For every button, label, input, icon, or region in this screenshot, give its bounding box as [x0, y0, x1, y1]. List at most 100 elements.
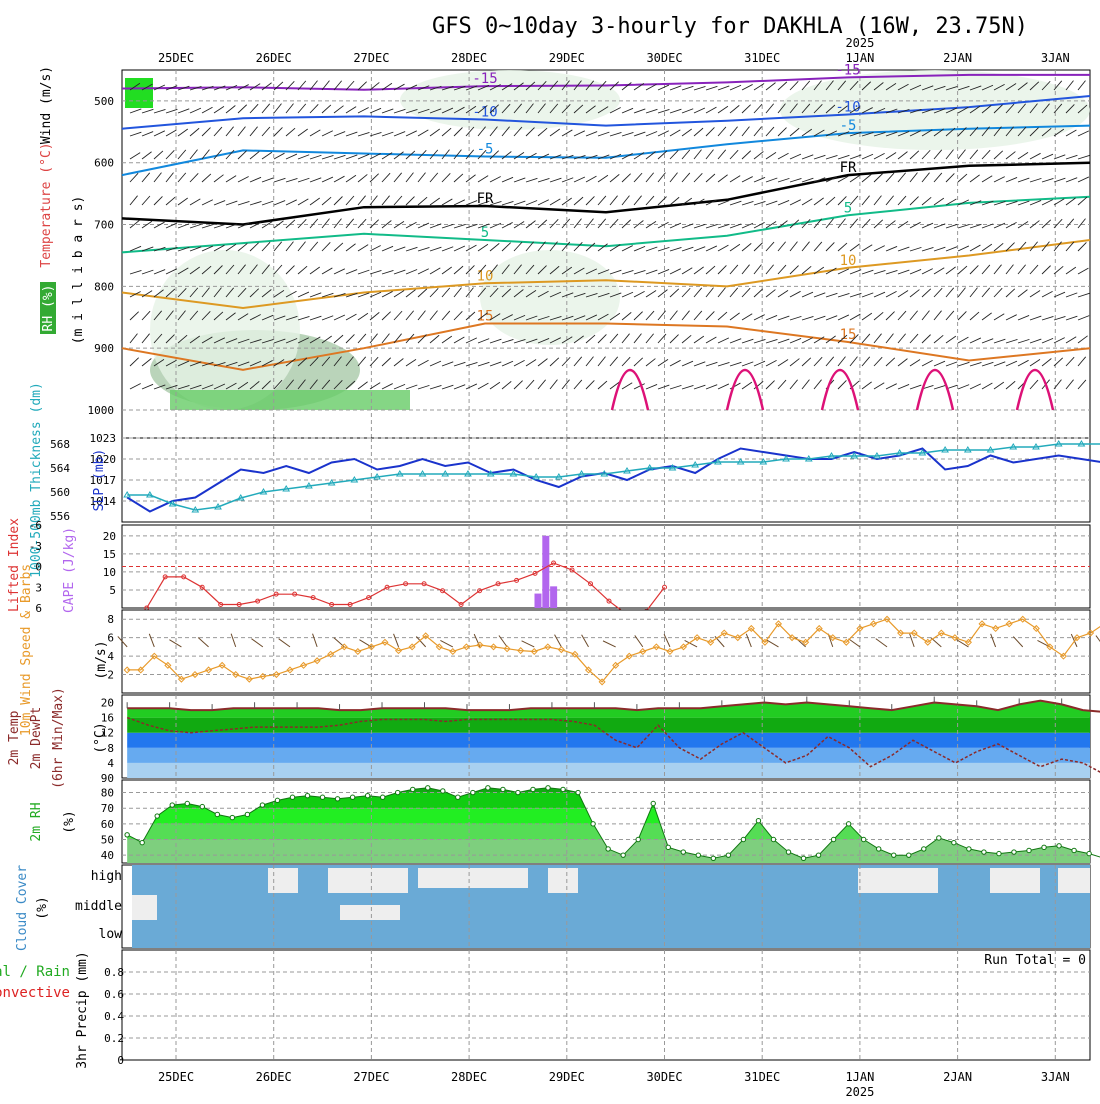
wind-marker	[503, 645, 511, 653]
temp-tick: 16	[101, 712, 114, 725]
wind-barb	[429, 310, 438, 321]
wind-barb	[141, 195, 151, 206]
wind-barb	[897, 108, 910, 114]
wind-barb	[273, 241, 283, 252]
wind-barb	[789, 379, 798, 390]
wind-barb	[537, 80, 547, 91]
wind-barb	[453, 127, 463, 137]
cape-tick: 20	[103, 530, 116, 543]
wind-barb	[741, 104, 751, 114]
wind-barb	[573, 315, 586, 321]
wind-barb	[621, 195, 630, 206]
wind-barb	[681, 267, 693, 275]
wind-barb	[933, 172, 943, 183]
wind-barb	[657, 310, 666, 321]
wind-barb	[609, 381, 620, 390]
wind-barb	[249, 176, 262, 183]
wind-barb	[297, 291, 310, 298]
rh-legend-swatch	[40, 282, 56, 334]
cloud-gap	[548, 868, 578, 893]
wind-barb	[717, 200, 730, 206]
wind-barb	[909, 109, 922, 114]
slp-tick: 1020	[90, 453, 117, 466]
wind-barb	[177, 310, 186, 321]
wind-barb	[669, 268, 681, 275]
temp-tick: 12	[101, 727, 114, 740]
wind-barb	[1053, 198, 1065, 206]
wind-barb	[453, 336, 465, 344]
wind-barb	[201, 85, 214, 91]
wind-marker	[137, 666, 145, 674]
wind-barb	[1077, 130, 1090, 137]
wind-barb	[201, 336, 213, 344]
wind-barb	[129, 291, 141, 298]
wind-barb	[1005, 177, 1018, 183]
rh-marker	[1011, 849, 1017, 855]
wind-barb	[909, 172, 918, 183]
wind-barb	[501, 360, 514, 367]
ylabel-cape: CAPE (J/kg)	[62, 527, 77, 613]
wind-barb	[585, 175, 597, 183]
wind-barb	[309, 129, 321, 137]
wind-barb	[429, 128, 441, 137]
rh-marker	[425, 785, 431, 791]
wind-barb	[849, 218, 859, 229]
wind-barb	[321, 379, 331, 390]
wind-barb	[261, 264, 270, 275]
wind-barb	[321, 267, 333, 275]
wind-barb	[1029, 359, 1041, 367]
wind-barb	[297, 357, 308, 367]
wind-barb	[585, 218, 594, 229]
thickness-marker	[350, 476, 359, 483]
wind-barb	[873, 333, 882, 344]
wind-barb	[633, 152, 645, 160]
wind-barb	[537, 315, 550, 321]
wind-barb	[501, 83, 513, 91]
wind-barb	[645, 108, 658, 114]
rh-marker	[500, 786, 506, 793]
wind-barb	[513, 314, 526, 321]
wind-barb	[873, 291, 886, 298]
wind-barb	[201, 245, 214, 252]
thickness-marker	[1009, 443, 1018, 450]
wind-marker	[164, 661, 172, 669]
wind-barb	[285, 265, 295, 275]
wind-barb	[609, 174, 620, 183]
lifted-marker	[662, 584, 667, 590]
wind-barb	[525, 152, 537, 160]
wind-barb	[789, 241, 798, 252]
wind-barb	[309, 356, 319, 367]
wind-barb	[969, 265, 979, 275]
lifted-tick: 6	[35, 602, 42, 615]
wind-marker	[883, 615, 891, 623]
wind-barb	[1065, 356, 1075, 367]
wind-barb	[681, 287, 691, 298]
wind-barb	[369, 173, 379, 183]
thickness-marker	[714, 458, 722, 465]
wind-barb	[285, 338, 298, 344]
wind-barb	[993, 361, 1006, 367]
wind-barb	[321, 104, 332, 114]
wind-barb	[1005, 221, 1017, 229]
wind-barb	[513, 151, 525, 160]
wind-barb	[573, 292, 586, 298]
ylabel-rh2m: 2m RH	[29, 802, 44, 841]
wind-barb	[837, 314, 850, 321]
wind-barb	[897, 269, 910, 275]
wind-barb	[561, 336, 573, 344]
wind-barb	[153, 196, 163, 206]
wind-barb	[537, 178, 550, 183]
wind-barb	[393, 333, 402, 344]
wind-barb	[933, 334, 944, 344]
pressure-tick: 500	[94, 95, 114, 108]
wind-barb	[417, 222, 430, 229]
wind-barb	[453, 384, 466, 390]
wind-barb	[777, 200, 790, 206]
wind-barb	[381, 333, 390, 344]
rh-marker	[755, 818, 762, 824]
wind-barb	[849, 195, 859, 206]
thickness-marker	[373, 473, 381, 480]
wind-barb	[609, 131, 622, 137]
thickness-marker	[918, 449, 927, 456]
